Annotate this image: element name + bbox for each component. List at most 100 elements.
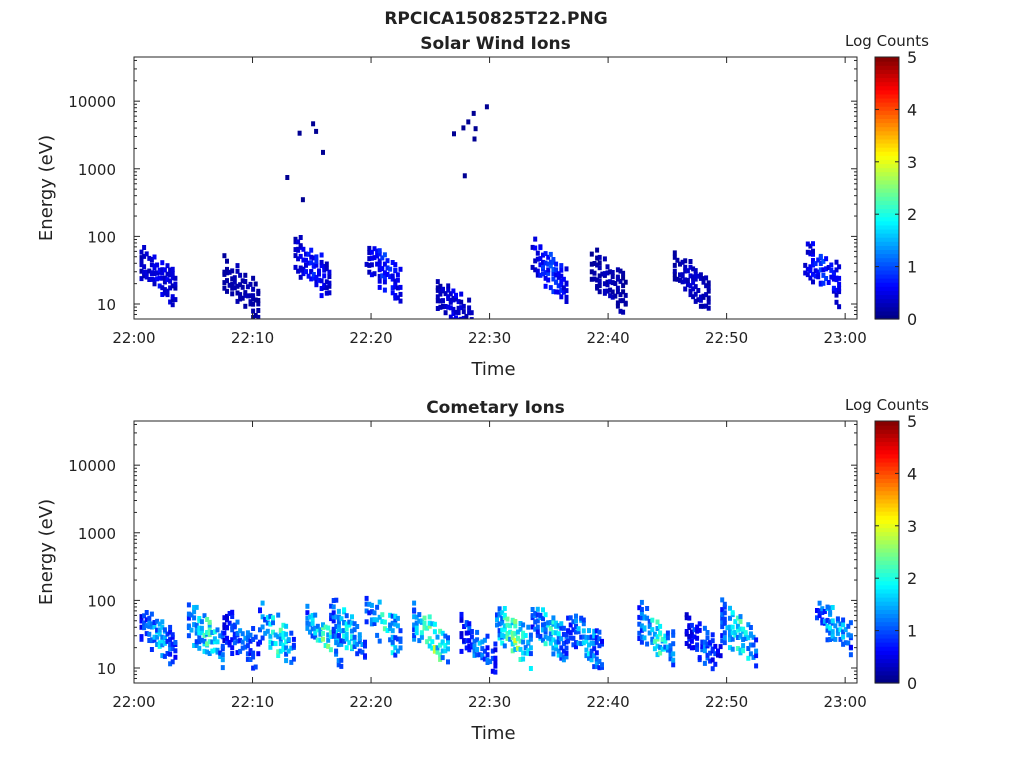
colorbar-tick-label: 4 — [907, 100, 917, 119]
colorbar-tick-label: 0 — [907, 310, 917, 329]
heatmap-cell — [559, 282, 564, 288]
heatmap-cell — [834, 275, 839, 281]
heatmap-cell — [523, 650, 528, 656]
colorbar-segment — [875, 523, 899, 529]
heatmap-cell — [328, 647, 333, 653]
heatmap-cell — [543, 251, 548, 257]
heatmap-cell — [543, 270, 548, 276]
heatmap-cell — [467, 638, 472, 644]
heatmap-cell — [230, 291, 235, 297]
heatmap-cell — [393, 295, 398, 301]
heatmap-cell — [222, 630, 227, 636]
heatmap-cell — [248, 299, 253, 305]
heatmap-cell — [672, 250, 677, 256]
colorbar-segment — [875, 196, 899, 201]
heatmap-cell — [202, 613, 207, 619]
heatmap-cell — [493, 655, 498, 661]
heatmap-cell — [319, 293, 324, 299]
heatmap-cell — [165, 638, 170, 644]
heatmap-cell — [541, 252, 545, 258]
heatmap-cell — [515, 645, 520, 651]
heatmap-cell — [459, 617, 464, 623]
heatmap-cell — [321, 624, 325, 630]
heatmap-cell — [227, 269, 232, 275]
heatmap-cell — [592, 628, 597, 634]
heatmap-cell — [566, 628, 571, 634]
heatmap-cell — [369, 255, 374, 261]
heatmap-cell — [315, 627, 320, 633]
heatmap-cell — [828, 630, 833, 636]
heatmap-cell — [751, 634, 756, 640]
heatmap-cell — [594, 656, 599, 662]
heatmap-cell — [615, 285, 620, 291]
colorbar-frame — [874, 56, 900, 320]
colorbar-segment — [875, 306, 899, 312]
colorbar-frame — [874, 420, 900, 684]
heatmap-cell — [149, 621, 154, 627]
heatmap-cell — [754, 653, 759, 659]
heatmap-cell — [841, 622, 846, 628]
heatmap-cell — [728, 637, 732, 643]
heatmap-cell — [543, 641, 548, 647]
heatmap-cell — [245, 643, 250, 649]
colorbar-segment — [875, 429, 899, 434]
colorbar-segment — [875, 122, 899, 128]
heatmap-cell — [232, 631, 237, 637]
heatmap-cell — [602, 256, 607, 262]
heatmap-cell — [518, 657, 523, 662]
heatmap-cell — [592, 633, 597, 639]
heatmap-cell — [521, 650, 526, 656]
heatmap-cell — [298, 235, 303, 240]
heatmap-cell — [331, 604, 336, 610]
heatmap-cell — [738, 619, 743, 625]
heatmap-cell — [232, 622, 237, 628]
heatmap-cell — [467, 647, 472, 653]
heatmap-cell — [521, 630, 526, 636]
heatmap-cell — [192, 615, 197, 621]
heatmap-cell — [157, 267, 162, 273]
heatmap-cell — [207, 639, 212, 645]
heatmap-cell — [147, 638, 152, 643]
heatmap-cell — [372, 610, 377, 616]
heatmap-cell — [256, 651, 261, 657]
heatmap-cell — [168, 278, 173, 284]
heatmap-cell — [554, 639, 559, 645]
heatmap-cell — [168, 624, 173, 630]
heatmap-cell — [256, 298, 261, 303]
heatmap-cell — [835, 627, 840, 633]
heatmap-cell — [230, 268, 235, 274]
heatmap-cell — [230, 285, 235, 291]
heatmap-cell — [825, 623, 830, 629]
heatmap-cell — [319, 263, 324, 268]
heatmap-cell — [306, 260, 311, 266]
heatmap-cell — [446, 287, 451, 293]
heatmap-cell — [564, 650, 569, 656]
heatmap-cell — [438, 304, 443, 310]
heatmap-cell — [276, 653, 281, 658]
heatmap-cell — [706, 288, 711, 294]
heatmap-cell — [848, 652, 853, 658]
heatmap-cell — [390, 639, 395, 645]
heatmap-cell — [621, 298, 626, 304]
heatmap-cell — [701, 303, 706, 309]
heatmap-cell — [314, 254, 319, 260]
heatmap-cell — [317, 268, 321, 274]
heatmap-cell — [202, 641, 207, 647]
heatmap-cell — [472, 652, 477, 658]
heatmap-cell — [843, 640, 848, 646]
heatmap-cell — [157, 631, 162, 637]
heatmap-cell — [821, 258, 826, 264]
colorbar-segment — [875, 494, 899, 500]
heatmap-cell — [271, 615, 275, 621]
heatmap-cell — [637, 630, 642, 636]
heatmap-cell — [623, 292, 628, 298]
heatmap-cell — [293, 247, 298, 253]
colorbar-segment — [875, 498, 899, 504]
colorbar-segment — [875, 302, 899, 308]
heatmap-cell — [170, 297, 175, 302]
colorbar-segment — [875, 204, 899, 210]
heatmap-cell — [533, 610, 538, 616]
heatmap-cell — [240, 639, 245, 645]
x-axis-label: Time — [470, 359, 515, 380]
heatmap-cell — [435, 306, 440, 311]
